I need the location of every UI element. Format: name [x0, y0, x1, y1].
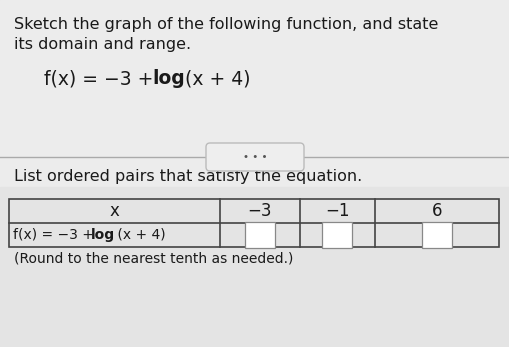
- Text: x: x: [109, 202, 120, 220]
- Text: f(x) = −3 +: f(x) = −3 +: [13, 228, 98, 242]
- Bar: [323, 222, 353, 248]
- Text: log: log: [152, 69, 185, 88]
- Bar: [0, 187, 509, 347]
- Text: −3: −3: [248, 202, 272, 220]
- Bar: [245, 222, 275, 248]
- Bar: [422, 222, 452, 248]
- FancyBboxPatch shape: [206, 143, 304, 171]
- Text: (x + 4): (x + 4): [113, 228, 165, 242]
- Bar: [9, 199, 499, 247]
- Text: List ordered pairs that satisfy the equation.: List ordered pairs that satisfy the equa…: [14, 169, 362, 184]
- Text: 6: 6: [432, 202, 442, 220]
- Bar: [0, 0, 509, 187]
- Text: Sketch the graph of the following function, and state: Sketch the graph of the following functi…: [14, 17, 438, 32]
- Text: log: log: [91, 228, 115, 242]
- Text: (Round to the nearest tenth as needed.): (Round to the nearest tenth as needed.): [14, 251, 293, 265]
- Text: • • •: • • •: [243, 152, 267, 162]
- Text: −1: −1: [325, 202, 350, 220]
- Text: (x + 4): (x + 4): [179, 69, 250, 88]
- Text: its domain and range.: its domain and range.: [14, 37, 191, 52]
- Text: f(x) = −3 +: f(x) = −3 +: [44, 69, 159, 88]
